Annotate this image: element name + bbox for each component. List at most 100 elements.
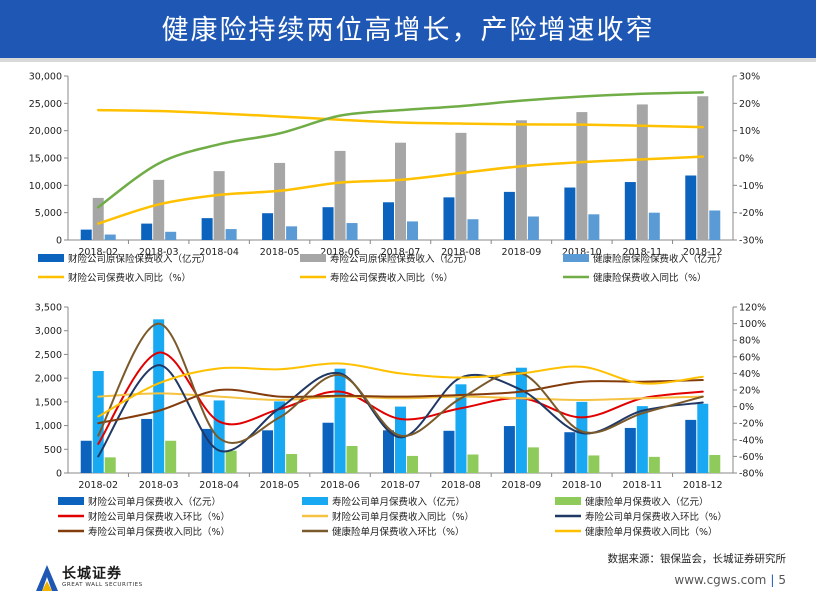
bar [225, 450, 237, 473]
bar [322, 207, 334, 240]
legend-label: 财险公司单月保费收入（亿元） [88, 496, 221, 508]
x-tick-label: 2018-12 [683, 480, 723, 491]
x-tick-label: 2018-11 [622, 480, 662, 491]
y2-tick-label: 30% [739, 72, 760, 83]
bar [80, 229, 92, 240]
legend-label: 健康险单月保费收入同比（%） [585, 526, 718, 538]
y2-tick-label: 60% [739, 352, 760, 363]
y-tick-label: 1,000 [35, 421, 62, 432]
y-tick-label: 5,000 [35, 208, 62, 219]
y-tick-label: 3,000 [35, 326, 62, 337]
x-tick-label: 2018-12 [683, 247, 723, 258]
footer: www.cgws.com | 5 [674, 573, 786, 587]
bar [576, 112, 588, 240]
bar [624, 427, 636, 473]
y-tick-label: 1,500 [35, 397, 62, 408]
bar [383, 430, 394, 473]
x-tick-label: 2018-07 [381, 247, 421, 258]
legend-label: 健康险保费收入同比（%） [593, 272, 707, 284]
bar [467, 219, 479, 240]
bar [697, 403, 709, 473]
legend-swatch [58, 497, 84, 505]
logo-icon [36, 565, 58, 591]
bar [286, 454, 298, 473]
bar [165, 440, 177, 473]
bar [648, 212, 660, 240]
legend-label: 健康险单月保费收入环比（%） [332, 526, 465, 538]
y-tick-label: 15,000 [29, 154, 62, 165]
x-tick-label: 2018-09 [502, 247, 542, 258]
bar [636, 406, 648, 473]
y-tick-label: 0 [56, 469, 62, 480]
legend-swatch [300, 254, 326, 262]
bar [213, 400, 225, 473]
bar [443, 197, 455, 240]
y2-tick-label: -20% [739, 419, 764, 430]
legend: 财险公司单月保费收入（亿元） 寿险公司单月保费收入（亿元） 健康险单月保费收入（亿元… [58, 496, 727, 538]
y2-tick-label: 120% [739, 303, 766, 314]
y2-tick-label: 0% [739, 154, 754, 165]
bar [286, 226, 298, 240]
bar [588, 214, 600, 240]
legend-label: 寿险公司单月保费收入（亿元） [332, 496, 465, 508]
legend-label: 财险公司保费收入同比（%） [68, 272, 191, 284]
y2-tick-label: 100% [739, 319, 766, 330]
bar [636, 104, 648, 240]
logo-name-cn: 长城证券 [62, 566, 122, 582]
bar [225, 229, 237, 240]
legend: 财险公司原保险保费收入（亿元） 寿险公司原保险保费收入（亿元） 健康险原保险保费收入… [38, 253, 726, 284]
bar [262, 213, 274, 240]
bar [515, 120, 527, 240]
legend-label: 寿险公司原保险保费收入（亿元） [330, 253, 473, 265]
x-tick-label: 2018-05 [260, 247, 300, 258]
bar [346, 223, 358, 240]
x-tick-label: 2018-11 [622, 247, 662, 258]
x-tick-label: 2018-06 [320, 480, 360, 491]
y2-tick-label: 80% [739, 336, 760, 347]
series-line [97, 322, 704, 444]
title-bar [0, 0, 816, 62]
page-number: 5 [778, 573, 786, 587]
x-tick-label: 2018-02 [78, 480, 118, 491]
y-tick-label: 0 [56, 236, 62, 247]
legend-label: 财险公司单月保费收入环比（%） [88, 511, 230, 523]
logo-name-en: GREAT WALL SECURITIES [62, 582, 143, 588]
y-tick-label: 2,000 [35, 374, 62, 385]
x-tick-label: 2018-09 [502, 480, 542, 491]
bar [407, 221, 418, 240]
legend-label: 寿险公司单月保费收入环比（%） [585, 511, 727, 523]
page-title: 健康险持续两位高增长，产险增速收窄 [161, 15, 655, 46]
bar [104, 457, 116, 473]
bar [685, 175, 697, 240]
bar [709, 210, 721, 240]
legend-swatch [302, 497, 328, 505]
y2-tick-label: 20% [739, 386, 760, 397]
y-tick-label: 20,000 [29, 126, 62, 137]
bar [346, 445, 358, 473]
bar [395, 406, 406, 473]
x-tick-label: 2018-06 [320, 247, 360, 258]
data-source: 数据来源：银保监会，长城证券研究所 [607, 553, 787, 565]
footer-url[interactable]: www.cgws.com [674, 573, 767, 587]
y-tick-label: 3,500 [35, 303, 62, 314]
bar [527, 447, 539, 473]
x-tick-label: 2018-02 [78, 247, 118, 258]
series-line [97, 379, 704, 425]
title-stripe [0, 58, 816, 62]
series-line [96, 155, 705, 225]
bar [92, 197, 104, 240]
series-line [97, 362, 704, 418]
y2-tick-label: 0% [739, 402, 754, 413]
bar [334, 150, 346, 240]
bar [104, 234, 116, 240]
y-tick-label: 30,000 [29, 72, 62, 83]
x-tick-label: 2018-08 [441, 247, 481, 258]
bar [503, 426, 515, 473]
legend-swatch [555, 497, 581, 505]
bar [576, 401, 588, 473]
x-tick-label: 2018-04 [199, 480, 239, 491]
y2-tick-label: -40% [739, 435, 764, 446]
bar [141, 418, 153, 473]
x-tick-label: 2018-03 [139, 480, 179, 491]
bar [648, 456, 660, 473]
